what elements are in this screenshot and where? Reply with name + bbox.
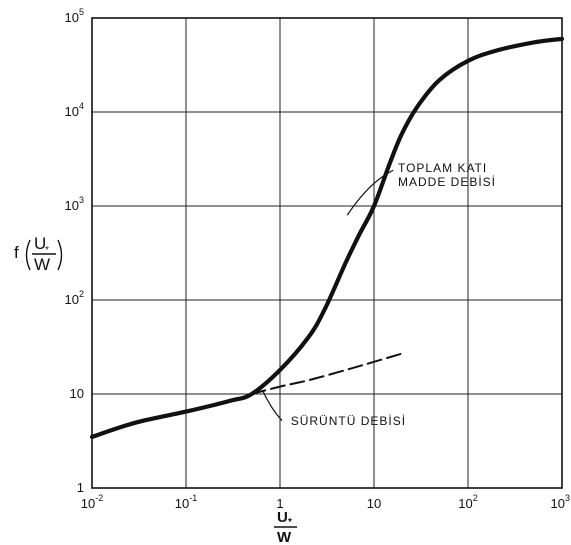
annotation-total-line: MADDE DEBİSİ (398, 175, 496, 189)
x-tick-label-exponent: 2 (473, 493, 478, 503)
x-axis-ticks: 10-2 10-1 1 10 102 103 (81, 493, 570, 511)
y-tick-label-exponent: 5 (79, 7, 84, 17)
series-bedload-line (250, 352, 404, 395)
series-total-sediment-line (89, 36, 565, 439)
y-label-prefix: f (14, 243, 19, 262)
y-tick-label: 105 (65, 7, 84, 25)
x-label-numerator: U (277, 509, 288, 526)
x-label-denominator: W (277, 529, 292, 545)
x-tick-label-base: 10 (367, 496, 381, 511)
x-tick-label: 102 (458, 493, 477, 511)
x-tick-label-base: 10 (551, 496, 565, 511)
y-tick-label-exponent: 3 (79, 195, 84, 205)
x-tick-label-base: 1 (276, 496, 283, 511)
y-tick-label-base: 1 (77, 480, 84, 495)
y-tick-label: 102 (65, 289, 84, 307)
x-tick-label: 103 (551, 493, 570, 511)
y-axis-label: f U * W (14, 234, 63, 274)
series-group (89, 36, 565, 439)
x-tick-label: 10-1 (175, 493, 197, 511)
y-label-denominator: W (34, 255, 50, 274)
plot-frame (91, 17, 563, 489)
y-tick-label: 103 (65, 195, 84, 213)
y-tick-label-exponent: 2 (79, 289, 84, 299)
annotation-leader-bedload (261, 389, 283, 422)
annotation-total-line: TOPLAM KATI (398, 161, 487, 175)
y-tick-label: 10 (70, 386, 84, 401)
y-tick-label-base: 10 (65, 104, 79, 119)
y-tick-label: 104 (65, 101, 84, 119)
annotation-leader-total (346, 169, 394, 216)
y-tick-label-base: 10 (65, 292, 79, 307)
y-tick-label-base: 10 (65, 10, 79, 25)
y-label-left-paren (25, 239, 31, 271)
x-tick-label-base: 10 (81, 496, 95, 511)
x-label-subscript: * (288, 517, 292, 528)
y-tick-label-exponent: 4 (79, 101, 84, 111)
y-tick-label: 1 (77, 480, 84, 495)
x-tick-label-exponent: 3 (565, 493, 570, 503)
y-label-subscript: * (45, 245, 49, 256)
x-tick-label-base: 10 (458, 496, 472, 511)
y-label-right-paren (57, 239, 63, 271)
x-tick-label-base: 10 (175, 496, 189, 511)
x-tick-label-exponent: -1 (189, 493, 197, 503)
y-tick-label-base: 10 (65, 198, 79, 213)
annotation-bedload-line: SÜRÜNTÜ DEBİSİ (291, 414, 406, 428)
x-tick-label: 1 (276, 496, 283, 511)
x-axis-label: U * W (274, 509, 297, 545)
y-label-numerator: U (34, 234, 46, 253)
x-tick-label: 10-2 (81, 493, 103, 511)
x-tick-label: 10 (367, 496, 381, 511)
y-tick-label-base: 10 (70, 386, 84, 401)
x-tick-label-exponent: -2 (95, 493, 103, 503)
